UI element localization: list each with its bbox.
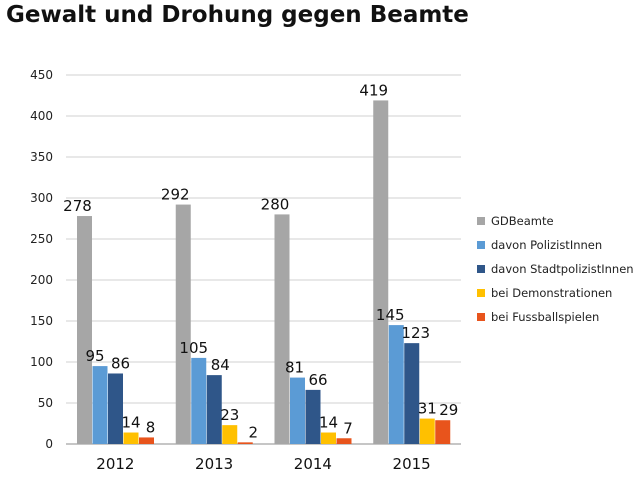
bar-2015-2	[404, 343, 420, 444]
data-label: 31	[418, 400, 437, 418]
y-tick-label: 100	[30, 355, 53, 369]
data-label: 84	[211, 356, 230, 374]
data-label: 292	[161, 186, 190, 204]
data-label: 145	[376, 306, 405, 324]
legend-label: GDBeamte	[491, 214, 554, 228]
y-tick-label: 150	[30, 314, 53, 328]
legend-label: davon StadtpolizistInnen	[491, 262, 634, 276]
data-label: 23	[220, 406, 239, 424]
chart-title: Gewalt und Drohung gegen Beamte	[6, 2, 469, 28]
data-label: 95	[85, 347, 104, 365]
data-label: 105	[179, 339, 208, 357]
y-tick-label: 400	[30, 109, 53, 123]
data-label: 29	[439, 401, 458, 419]
bar-2015-4	[435, 420, 451, 444]
y-tick-label: 50	[38, 396, 53, 410]
y-tick-label: 250	[30, 232, 53, 246]
bar-2012-0	[77, 216, 92, 444]
bar-2014-2	[305, 389, 321, 444]
bar-2012-2	[108, 373, 123, 444]
y-tick-label: 200	[30, 273, 53, 287]
y-tick-label: 0	[45, 437, 53, 451]
data-label: 419	[359, 81, 388, 99]
bar-2012-1	[92, 366, 108, 444]
legend-label: bei Fussballspielen	[491, 310, 599, 324]
data-label: 7	[343, 419, 353, 437]
bar-2014-4	[336, 438, 352, 444]
data-label: 81	[285, 359, 304, 377]
bar-2013-2	[206, 375, 222, 444]
y-tick-label: 350	[30, 150, 53, 164]
bar-2013-3	[222, 425, 238, 444]
y-tick-label: 300	[30, 191, 53, 205]
bar-2014-3	[321, 432, 336, 444]
data-label: 66	[308, 371, 327, 389]
legend-swatch-1	[477, 241, 485, 249]
bar-2012-4	[139, 437, 154, 444]
legend-swatch-0	[477, 217, 485, 225]
x-tick-label: 2012	[96, 455, 134, 473]
y-tick-label: 450	[30, 68, 53, 82]
legend-label: bei Demonstrationen	[491, 286, 612, 300]
bar-2013-1	[191, 357, 207, 444]
data-label: 2	[248, 423, 258, 441]
bar-2013-4	[237, 442, 253, 444]
legend-swatch-2	[477, 265, 485, 273]
data-label: 14	[319, 414, 338, 432]
bar-2015-0	[373, 100, 389, 445]
x-tick-label: 2013	[195, 455, 233, 473]
data-label: 278	[63, 197, 92, 215]
data-label: 8	[146, 418, 156, 436]
bar-2013-0	[175, 204, 191, 444]
data-label: 123	[401, 324, 430, 342]
data-label: 280	[261, 195, 290, 213]
x-tick-label: 2015	[393, 455, 431, 473]
legend-label: davon PolizistInnen	[491, 238, 602, 252]
legend-swatch-3	[477, 289, 485, 297]
data-label: 86	[111, 354, 130, 372]
legend-swatch-4	[477, 313, 485, 321]
bar-2012-3	[123, 432, 139, 444]
bar-2014-1	[290, 377, 305, 444]
bar-2015-1	[388, 325, 404, 444]
bar-2014-0	[274, 214, 290, 444]
x-tick-label: 2014	[294, 455, 332, 473]
data-label: 14	[121, 414, 140, 432]
bar-2015-3	[419, 418, 435, 444]
